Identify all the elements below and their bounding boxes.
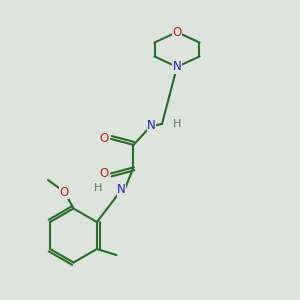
Text: H: H xyxy=(172,119,181,129)
Text: N: N xyxy=(147,119,156,132)
Text: N: N xyxy=(117,183,126,196)
Text: O: O xyxy=(100,132,109,146)
Text: O: O xyxy=(172,26,182,39)
Text: O: O xyxy=(100,167,109,180)
Text: N: N xyxy=(172,60,182,74)
Text: O: O xyxy=(60,185,69,199)
Text: H: H xyxy=(94,183,102,194)
